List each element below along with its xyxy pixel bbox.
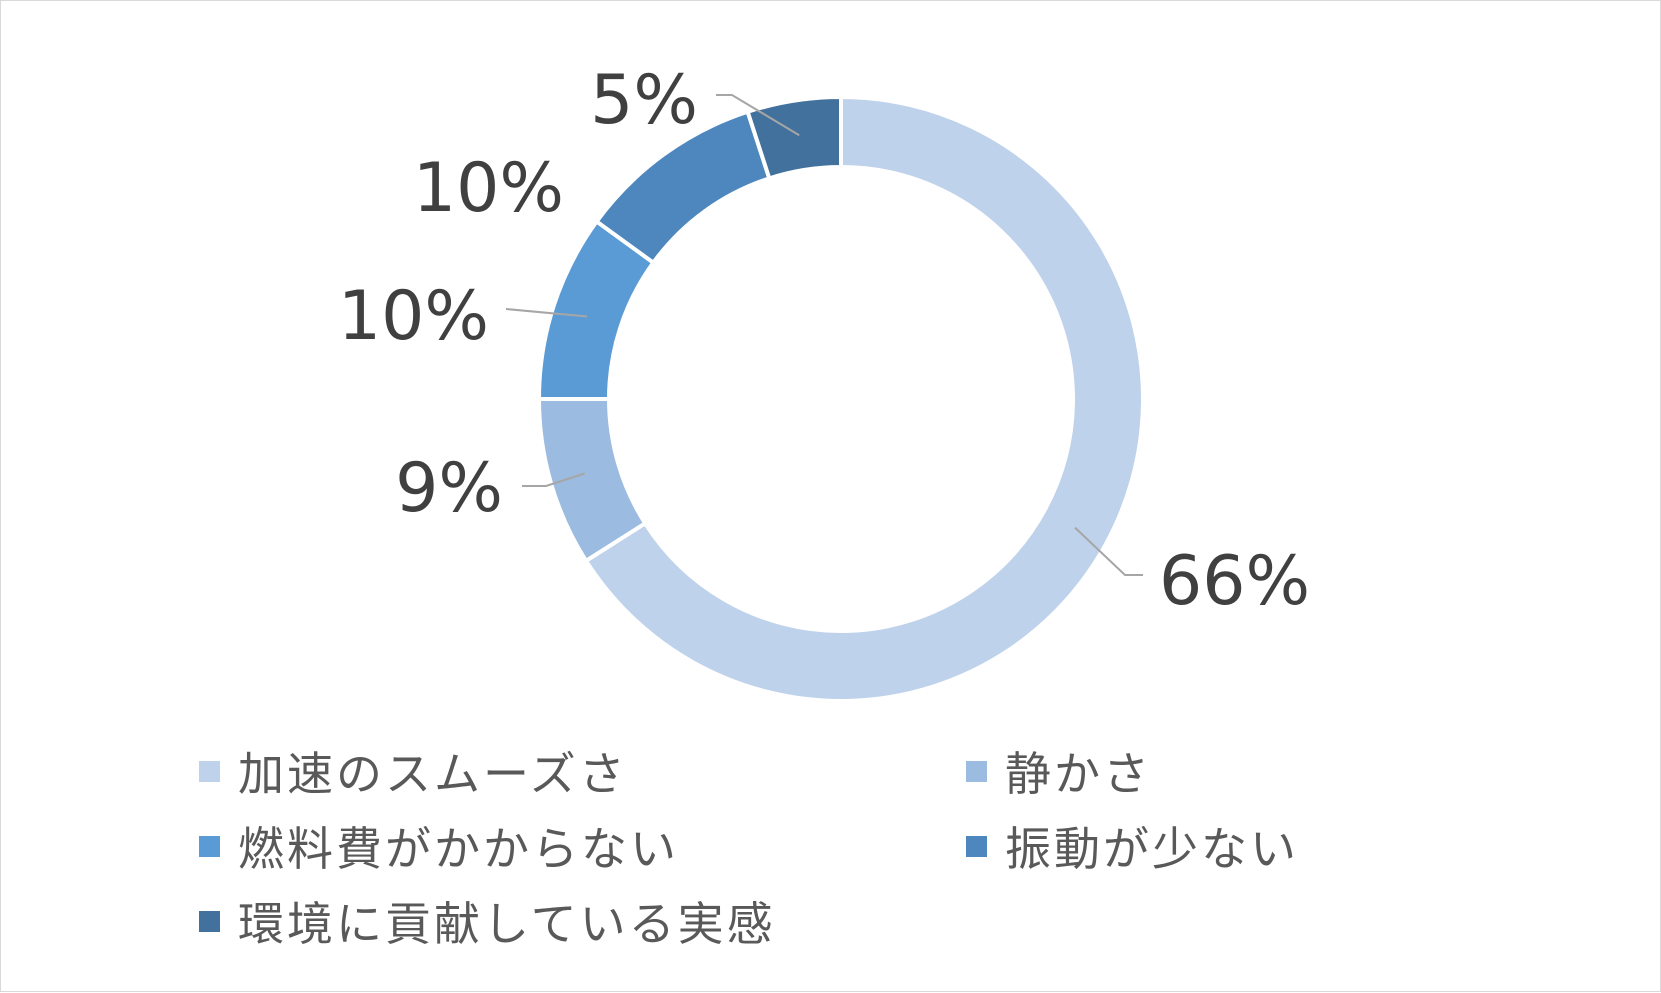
leader-line-1 bbox=[522, 472, 585, 487]
leader-line-4 bbox=[716, 94, 800, 137]
leader-line-0 bbox=[1074, 526, 1143, 576]
donut-slices bbox=[536, 94, 1145, 703]
leader-lines bbox=[505, 94, 1143, 576]
data-label-slice-0: 66% bbox=[1159, 542, 1310, 621]
data-label-slice-3: 10% bbox=[413, 149, 564, 228]
data-label-slice-2: 10% bbox=[338, 277, 489, 356]
data-label-slice-4: 5% bbox=[590, 61, 698, 140]
data-labels: 66% 9% 10% 10% 5% bbox=[338, 61, 1310, 621]
donut-slice-0 bbox=[583, 94, 1145, 703]
leader-line-2 bbox=[505, 308, 588, 318]
data-label-slice-1: 9% bbox=[395, 449, 503, 528]
